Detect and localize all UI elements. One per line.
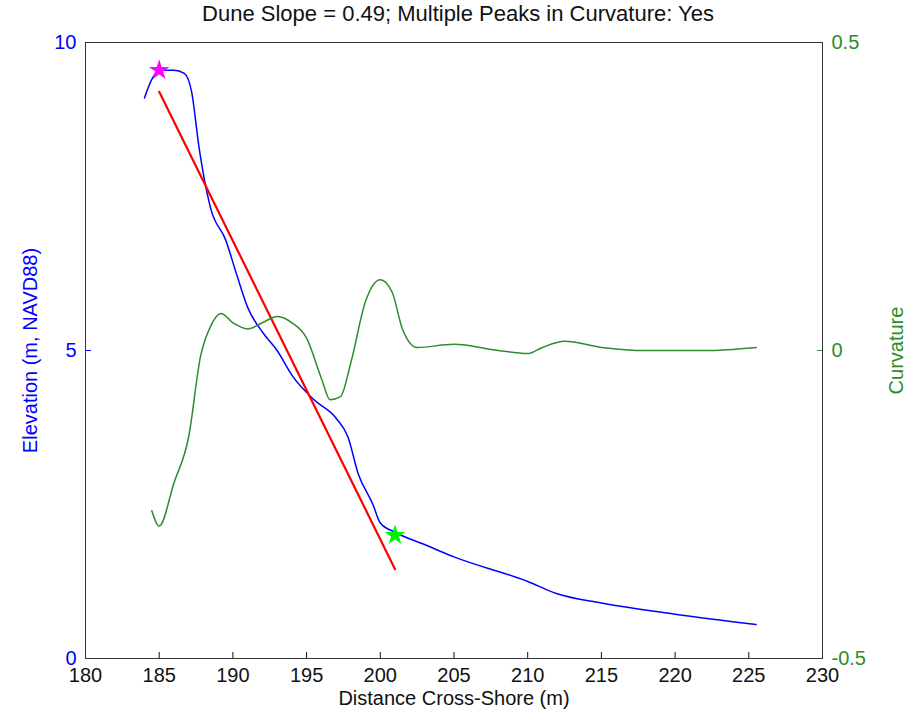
svg-text:Curvature: Curvature: [885, 307, 907, 395]
svg-text:195: 195: [290, 664, 323, 686]
svg-text:225: 225: [732, 664, 765, 686]
svg-text:190: 190: [216, 664, 249, 686]
svg-text:Distance Cross-Shore (m): Distance Cross-Shore (m): [338, 687, 569, 709]
svg-text:0: 0: [832, 339, 843, 361]
svg-text:Elevation (m, NAVD88): Elevation (m, NAVD88): [19, 248, 41, 453]
svg-text:230: 230: [805, 663, 840, 686]
html-text:Dune Slope = 0.49; Multiple Pe: Dune Slope = 0.49; Multiple Peaks in Cur…: [202, 1, 714, 26]
svg-text:10: 10: [54, 31, 76, 53]
svg-text:-0.5: -0.5: [832, 647, 866, 669]
svg-text:0.5: 0.5: [832, 31, 860, 53]
svg-text:215: 215: [585, 664, 618, 686]
svg-text:180: 180: [68, 663, 103, 686]
svg-text:210: 210: [511, 664, 544, 686]
svg-text:0: 0: [65, 647, 76, 669]
svg-text:220: 220: [658, 664, 691, 686]
svg-text:185: 185: [143, 664, 176, 686]
svg-text:205: 205: [437, 664, 470, 686]
svg-text:5: 5: [65, 339, 76, 361]
svg-text:200: 200: [364, 664, 397, 686]
